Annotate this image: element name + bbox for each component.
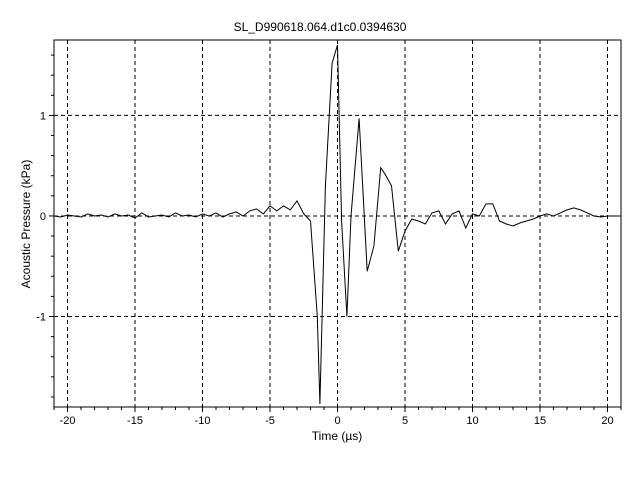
- y-tick-label: 1: [40, 110, 46, 122]
- y-axis-title: Acoustic Pressure (kPa): [19, 160, 33, 289]
- x-tick-label: 0: [334, 415, 340, 427]
- x-axis-title: Time (µs): [312, 429, 362, 443]
- x-tick-label: 5: [402, 415, 408, 427]
- y-tick-label: 0: [40, 211, 46, 223]
- x-tick-label: -15: [127, 415, 143, 427]
- x-tick-label: 20: [601, 415, 613, 427]
- x-tick-label: 10: [466, 415, 478, 427]
- chart-title: SL_D990618.064.d1c0.0394630: [234, 20, 407, 34]
- x-tick-label: -5: [265, 415, 275, 427]
- series-group: [53, 44, 621, 405]
- grid-lines: [54, 40, 621, 407]
- x-tick-label: -20: [60, 415, 76, 427]
- x-tick-label: 15: [534, 415, 546, 427]
- series-line: [53, 44, 621, 405]
- x-tick-label: -10: [195, 415, 211, 427]
- y-tick-label: -1: [36, 312, 46, 324]
